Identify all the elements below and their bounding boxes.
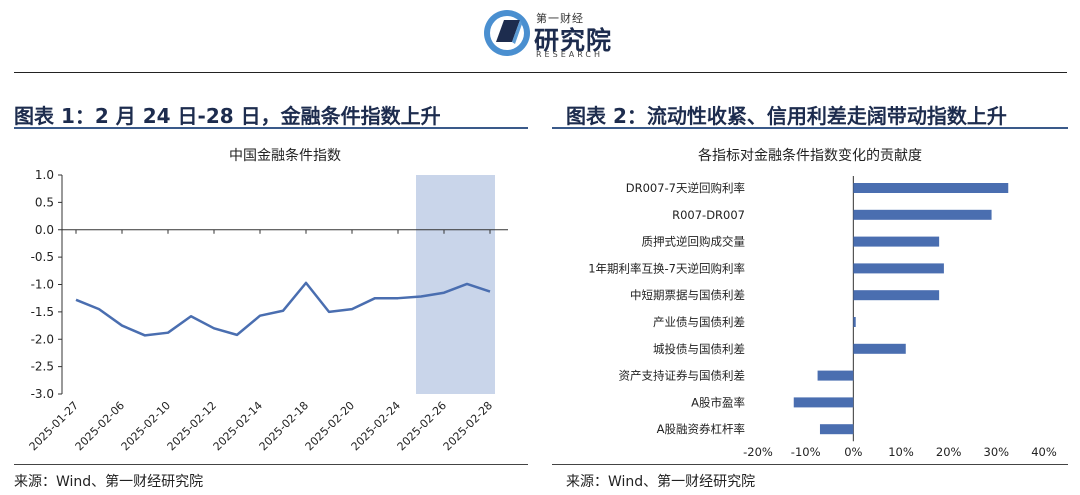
x-tick-label: -20% bbox=[743, 445, 773, 459]
left-source-divider bbox=[14, 464, 528, 465]
x-tick-label: 2025-02-28 bbox=[441, 399, 495, 453]
left-panel-title: 图表 1：2 月 24 日-28 日，金融条件指数上升 bbox=[14, 104, 441, 128]
y-tick-label: -1.5 bbox=[31, 305, 54, 319]
y-tick-label: -1.0 bbox=[31, 278, 54, 292]
bar bbox=[819, 424, 854, 435]
category-label: 产业债与国债利差 bbox=[653, 315, 745, 329]
x-tick-label: 0% bbox=[844, 445, 862, 459]
y-tick-label: 1.0 bbox=[35, 168, 54, 182]
y-tick-label: -2.0 bbox=[31, 332, 54, 346]
x-tick-label: -10% bbox=[791, 445, 821, 459]
category-label: DR007-7天逆回购利率 bbox=[626, 181, 745, 195]
research-logo-icon bbox=[482, 8, 532, 58]
left-source-text: 来源：Wind、第一财经研究院 bbox=[14, 474, 204, 490]
bar bbox=[853, 236, 940, 247]
category-label: 城投债与国债利差 bbox=[653, 342, 745, 356]
y-tick-label: 0.5 bbox=[35, 195, 54, 209]
category-label: A股市盈率 bbox=[691, 395, 745, 409]
bar bbox=[853, 290, 940, 301]
header-divider bbox=[14, 72, 1067, 73]
highlight-band bbox=[416, 175, 495, 394]
category-label: 中短期票据与国债利差 bbox=[630, 288, 745, 302]
right-source-text: 来源：Wind、第一财经研究院 bbox=[566, 474, 756, 490]
bar bbox=[853, 317, 856, 327]
series-line bbox=[75, 281, 491, 337]
right-title-underline bbox=[552, 127, 1068, 129]
bar bbox=[793, 397, 854, 408]
left-title-underline bbox=[14, 127, 528, 129]
x-tick-label: 40% bbox=[1031, 445, 1057, 459]
y-tick-label: -2.5 bbox=[31, 360, 54, 374]
right-chart-title: 各指标对金融条件指数变化的贡献度 bbox=[698, 148, 922, 164]
category-label: A股融资券杠杆率 bbox=[657, 422, 745, 436]
y-tick-label: 0.0 bbox=[35, 223, 54, 237]
bar bbox=[853, 209, 992, 220]
category-label: 质押式逆回购成交量 bbox=[642, 235, 746, 249]
bar-chart: DR007-7天逆回购利率 R007-DR007 质押式逆回购成交量 1年期利率互换-… bbox=[588, 176, 1057, 459]
logo-big-text: 研究院 bbox=[534, 26, 613, 55]
line-chart: 1.00.50.0-0.5-1.0-1.5-2.0-2.5-3.02025-01… bbox=[27, 168, 508, 453]
bar bbox=[853, 263, 944, 274]
x-tick-label: 20% bbox=[936, 445, 962, 459]
left-chart-title: 中国金融条件指数 bbox=[229, 148, 341, 164]
right-source-divider bbox=[552, 464, 1068, 465]
bar bbox=[817, 370, 854, 381]
y-tick-label: -3.0 bbox=[31, 387, 54, 401]
category-label: 1年期利率互换-7天逆回购利率 bbox=[588, 261, 745, 275]
category-label: 资产支持证券与国债利差 bbox=[619, 369, 746, 383]
x-tick-label: 10% bbox=[888, 445, 914, 459]
logo-small-text: 第一财经 bbox=[536, 12, 584, 25]
x-tick-label: 30% bbox=[984, 445, 1010, 459]
bar bbox=[853, 183, 1009, 193]
right-panel-title: 图表 2：流动性收紧、信用利差走阔带动指数上升 bbox=[566, 104, 1007, 128]
logo-en-text: RESEARCH bbox=[536, 50, 603, 59]
bar bbox=[853, 343, 906, 354]
y-tick-label: -0.5 bbox=[31, 250, 54, 264]
category-label: R007-DR007 bbox=[672, 208, 745, 222]
